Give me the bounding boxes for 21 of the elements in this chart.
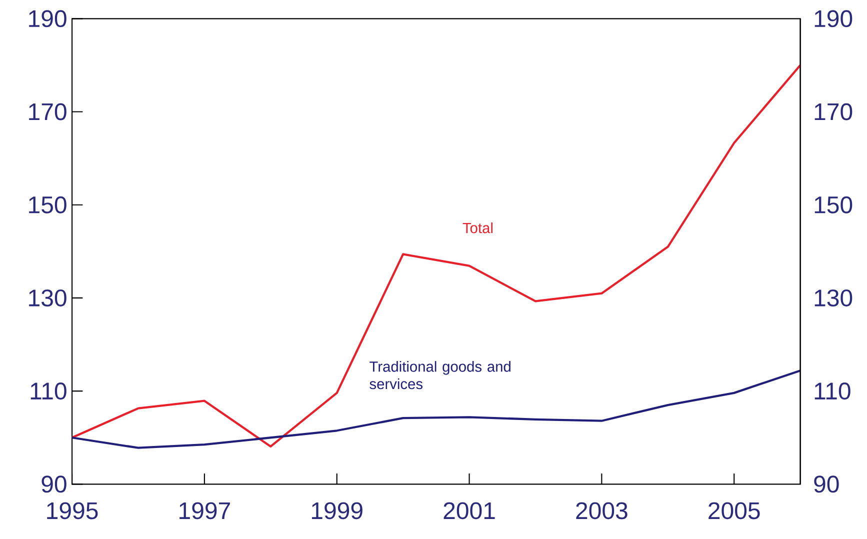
x-tick-label: 2001 [444, 502, 495, 520]
y-tick-label: 110 [814, 382, 850, 400]
y2-tick-label: 90 [42, 476, 66, 493]
x-tick-label: 1999 [312, 502, 362, 520]
y2-tick-label: 190 [29, 10, 66, 28]
y2-tick-label: 110 [30, 382, 66, 400]
x-tick-label: 1995 [47, 502, 98, 520]
y-tick-label: 90 [814, 476, 839, 493]
y-tick-label: 190 [814, 10, 852, 28]
y-tick-label: 150 [814, 196, 852, 214]
x-tick-label: 2005 [708, 502, 760, 520]
text: Total [462, 222, 492, 234]
y2-tick-label: 170 [29, 103, 66, 120]
line-series [70, 64, 802, 448]
y-tick-label: 130 [814, 290, 852, 307]
y-tick-label: 170 [814, 103, 852, 120]
y2-tick-label: 130 [29, 290, 66, 307]
y2-tick-label: 150 [29, 196, 66, 214]
x-tick-label: 1997 [180, 502, 230, 520]
text: Traditional goods and services [370, 361, 510, 390]
x-tick-label: 2003 [576, 502, 628, 520]
